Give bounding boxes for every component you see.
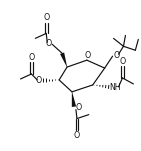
Text: O: O xyxy=(76,103,82,112)
Text: O: O xyxy=(74,131,80,140)
Text: O: O xyxy=(119,57,126,66)
Text: O: O xyxy=(85,51,91,60)
Polygon shape xyxy=(72,92,76,107)
Text: O: O xyxy=(35,76,41,85)
Polygon shape xyxy=(60,53,67,67)
Text: NH: NH xyxy=(109,83,120,92)
Text: O: O xyxy=(43,13,49,22)
Text: O: O xyxy=(45,39,51,48)
Text: O: O xyxy=(113,51,120,60)
Text: O: O xyxy=(28,53,35,62)
